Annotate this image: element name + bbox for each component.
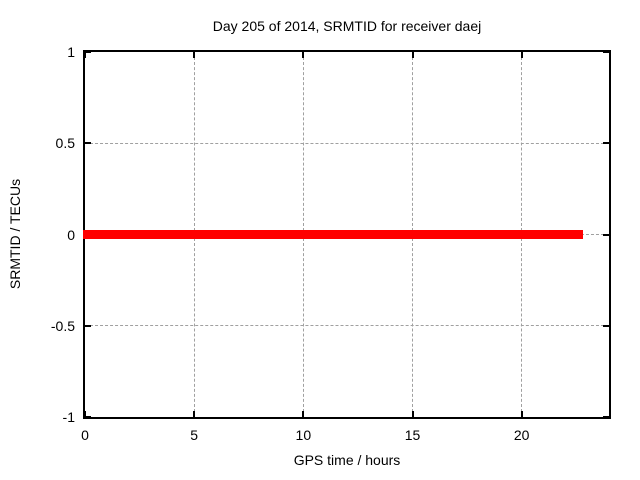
x-tick-mark	[84, 52, 86, 58]
y-tick-mark	[85, 142, 91, 145]
x-tick-mark	[302, 411, 305, 417]
x-tick-label: 5	[190, 427, 199, 443]
x-tick-label: 20	[513, 427, 530, 443]
y-tick-mark	[603, 142, 609, 145]
x-tick-label: 15	[404, 427, 421, 443]
y-tick-label: -1	[62, 409, 75, 425]
y-tick-label: -0.5	[50, 317, 75, 334]
y-tick-label: 0	[67, 226, 75, 243]
plot-area	[83, 50, 611, 419]
x-tick-label: 10	[295, 427, 312, 443]
x-tick-mark	[84, 411, 86, 417]
x-tick-mark	[193, 52, 196, 58]
y-tick-mark	[603, 416, 609, 418]
y-tick-label: 1	[67, 44, 75, 60]
grid-line-horizontal	[85, 142, 609, 144]
y-tick-mark	[603, 324, 609, 327]
series-line-srmtid	[83, 230, 583, 239]
x-tick-mark	[411, 52, 414, 58]
x-tick-label: 0	[81, 427, 89, 443]
x-tick-mark	[520, 411, 523, 417]
y-tick-mark	[85, 324, 91, 327]
x-tick-mark	[302, 52, 305, 58]
x-tick-mark	[411, 411, 414, 417]
y-tick-mark	[85, 416, 91, 418]
chart-title: Day 205 of 2014, SRMTID for receiver dae…	[212, 18, 482, 34]
x-axis-label: GPS time / hours	[293, 452, 401, 468]
y-tick-mark	[603, 233, 609, 236]
y-tick-label: 0.5	[55, 135, 75, 152]
y-tick-mark	[85, 51, 91, 53]
y-tick-mark	[603, 51, 609, 53]
grid-line-horizontal	[85, 325, 609, 327]
x-tick-mark	[520, 52, 523, 58]
x-tick-mark	[193, 411, 196, 417]
